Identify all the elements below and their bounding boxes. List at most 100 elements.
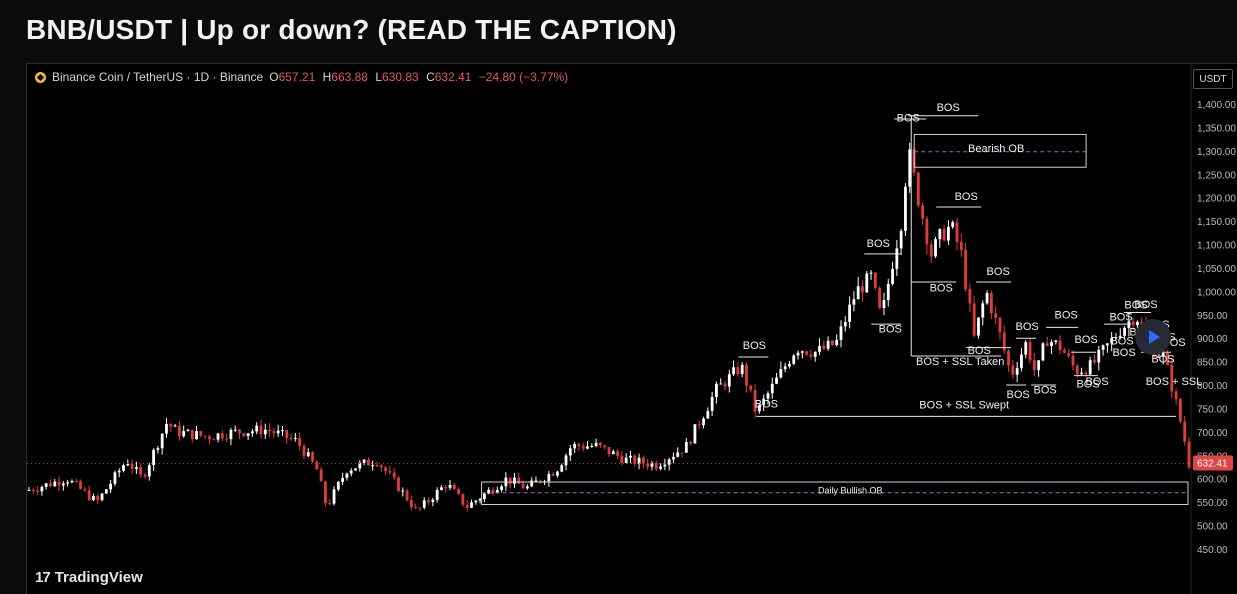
- candle-body: [1045, 343, 1049, 347]
- candle-body: [44, 483, 48, 487]
- candle-body: [521, 483, 525, 489]
- candle-body: [495, 490, 499, 494]
- candle-body: [238, 429, 241, 434]
- candle-body: [1080, 372, 1083, 375]
- y-axis-tick-label: 1,300.00: [1197, 147, 1236, 158]
- annotation-label: BOS + SSL Taken: [916, 356, 1004, 368]
- candle-body: [375, 465, 379, 467]
- candle-body: [401, 490, 405, 492]
- candle-body: [964, 249, 967, 290]
- candle-body: [126, 463, 130, 466]
- candle-body: [341, 477, 345, 482]
- candle-body: [736, 367, 740, 375]
- y-axis-tick-label: 1,000.00: [1197, 287, 1236, 298]
- candle-body: [100, 493, 104, 501]
- candle-body: [534, 480, 538, 482]
- candle-body: [272, 431, 276, 434]
- candle-body: [586, 446, 589, 449]
- candle-body: [66, 482, 70, 484]
- candle-body: [208, 436, 211, 440]
- tradingview-logo[interactable]: 17 TradingView: [35, 569, 143, 586]
- candle-body: [427, 500, 430, 502]
- candle-body: [1002, 332, 1006, 351]
- candle-body: [1187, 441, 1191, 468]
- candle-body: [719, 383, 723, 385]
- candle-body: [1123, 327, 1126, 336]
- candle-body: [358, 462, 362, 469]
- candle-body: [165, 423, 168, 434]
- candle-body: [104, 489, 108, 494]
- candle-body: [229, 430, 233, 440]
- candle-body: [233, 429, 237, 431]
- candle-body: [1041, 343, 1045, 361]
- candle-body: [818, 345, 821, 352]
- candle-body: [1067, 352, 1071, 356]
- y-axis-tick-label: 450.00: [1197, 545, 1228, 556]
- candle-body: [362, 459, 366, 463]
- candle-body: [899, 230, 903, 249]
- candle-body: [212, 439, 216, 441]
- candle-body: [1174, 391, 1178, 400]
- candle-body: [753, 389, 757, 412]
- tradingview-mark-icon: 17: [35, 569, 51, 586]
- candle-body: [1020, 354, 1023, 369]
- ohlc-low: 630.83: [382, 70, 419, 84]
- candle-body: [79, 481, 82, 489]
- candle-body: [629, 455, 632, 458]
- candle-body: [1157, 356, 1161, 358]
- y-axis-tick-label: 1,400.00: [1197, 100, 1236, 111]
- candle-body: [1179, 399, 1182, 422]
- candle-body: [740, 364, 744, 375]
- candle-body: [693, 424, 697, 444]
- candle-body: [826, 340, 830, 349]
- candle-body: [276, 430, 280, 434]
- candle-body: [723, 383, 727, 387]
- candle-body: [251, 431, 254, 434]
- y-axis-tick-label: 850.00: [1197, 358, 1228, 369]
- candle-body: [1075, 365, 1079, 375]
- candle-body: [298, 437, 302, 446]
- candle-body: [1183, 421, 1187, 442]
- candle-body: [61, 483, 65, 486]
- candle-body: [440, 487, 443, 491]
- candle-body: [1166, 353, 1169, 365]
- ohlc-key-high: H: [322, 70, 332, 84]
- candle-body: [160, 433, 164, 449]
- play-icon: [1149, 330, 1160, 344]
- y-axis-tick-label: 1,350.00: [1197, 123, 1236, 134]
- candle-body: [878, 287, 882, 309]
- chart-frame[interactable]: 1,400.00 1,350.00 1,300.00 1,250.00 1,200.00…: [26, 63, 1237, 594]
- annotation-label: BOS: [1007, 389, 1030, 401]
- candle-body: [908, 149, 912, 187]
- play-button[interactable]: [1135, 319, 1171, 355]
- annotation-label: BOS: [1076, 378, 1099, 390]
- candle-body: [715, 383, 718, 397]
- candle-body: [607, 446, 611, 455]
- candle-body: [384, 467, 387, 472]
- candle-body: [143, 474, 147, 477]
- candle-body: [641, 457, 645, 464]
- candle-body: [998, 317, 1002, 333]
- candle-body: [1136, 321, 1139, 326]
- candle-body: [977, 317, 980, 336]
- candle-body: [603, 445, 607, 447]
- candle-body: [113, 472, 117, 484]
- candle-body: [1161, 353, 1165, 357]
- candle-body: [281, 430, 284, 432]
- candle-body: [474, 500, 478, 503]
- candle-body: [1058, 340, 1062, 350]
- last-price-tag: [1193, 455, 1233, 471]
- candle-body: [985, 293, 989, 304]
- ohlc-key-close: C: [426, 70, 435, 84]
- candle-body: [783, 366, 787, 370]
- candle-body: [934, 239, 937, 257]
- candle-body: [117, 470, 121, 473]
- candle-body: [246, 433, 250, 437]
- candle-body: [702, 418, 705, 426]
- candlestick-chart[interactable]: 1,400.00 1,350.00 1,300.00 1,250.00 1,200.00…: [27, 64, 1237, 594]
- candle-body: [409, 500, 413, 508]
- annotation-label: BOS: [1151, 354, 1174, 366]
- candle-body: [809, 354, 813, 357]
- symbol-label: Binance Coin / TetherUS · 1D · Binance: [52, 70, 264, 84]
- currency-selector[interactable]: USDT: [1193, 69, 1233, 89]
